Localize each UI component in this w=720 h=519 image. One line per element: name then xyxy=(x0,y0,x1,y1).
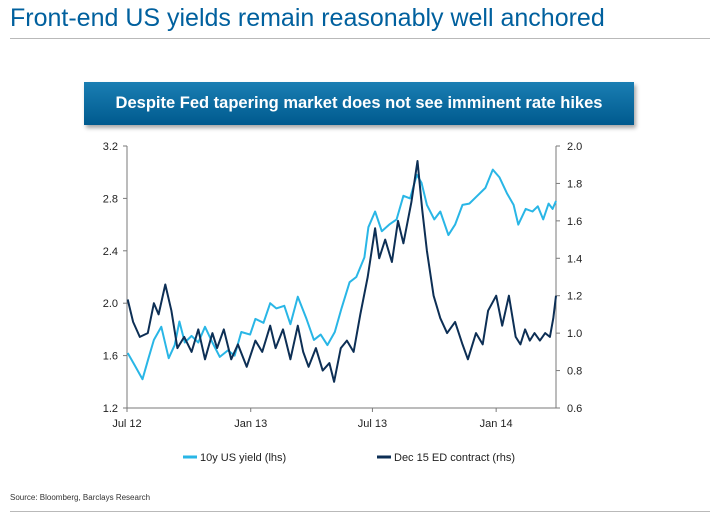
y-left-tick-label: 2.0 xyxy=(103,298,118,310)
y-right-tick-label: 1.0 xyxy=(567,328,582,340)
x-tick-label: Jan 13 xyxy=(234,418,267,430)
chart-banner: Despite Fed tapering market does not see… xyxy=(84,82,634,125)
legend-label-ed-contract: Dec 15 ED contract (rhs) xyxy=(394,452,515,464)
legend-label-10y-yield: 10y US yield (lhs) xyxy=(200,452,286,464)
y-left-tick-label: 2.8 xyxy=(103,193,118,205)
y-left-tick-label: 2.4 xyxy=(103,246,118,258)
y-right-tick-label: 1.2 xyxy=(567,291,582,303)
y-left-tick-label: 1.2 xyxy=(103,403,118,415)
series-line-ed-contract xyxy=(126,160,557,383)
title-divider xyxy=(10,38,710,39)
x-tick-label: Jul 12 xyxy=(112,418,141,430)
y-right-tick-label: 1.4 xyxy=(567,253,582,265)
y-left-tick-label: 1.6 xyxy=(103,351,118,363)
page-title: Front-end US yields remain reasonably we… xyxy=(10,4,605,32)
y-right-tick-label: 1.8 xyxy=(567,178,582,190)
y-right-tick-label: 0.8 xyxy=(567,366,582,378)
y-right-tick-label: 1.6 xyxy=(567,216,582,228)
y-left-tick-label: 3.2 xyxy=(103,141,118,153)
y-right-tick-label: 0.6 xyxy=(567,403,582,415)
x-tick-label: Jan 14 xyxy=(480,418,513,430)
x-tick-label: Jul 13 xyxy=(358,418,387,430)
bottom-divider xyxy=(10,511,710,512)
source-note: Source: Bloomberg, Barclays Research xyxy=(10,493,151,502)
y-right-tick-label: 2.0 xyxy=(567,141,582,153)
